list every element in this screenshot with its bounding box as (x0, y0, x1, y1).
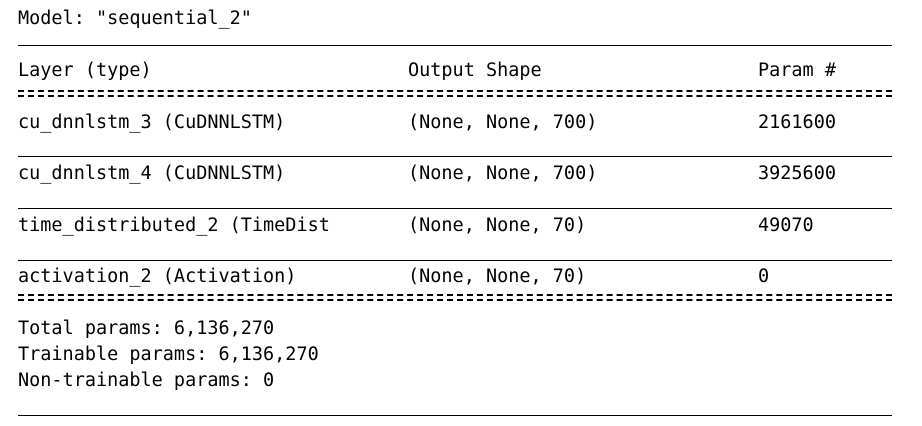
total-params: Total params: 6,136,270 (18, 318, 275, 339)
trainable-params: Trainable params: 6,136,270 (18, 344, 319, 365)
row-layer-name: cu_dnnlstm_4 (CuDNNLSTM) (18, 163, 286, 184)
non-trainable-params: Non-trainable params: 0 (18, 370, 275, 391)
row-divider (18, 208, 892, 209)
row-divider (18, 260, 892, 261)
row-param-count: 0 (758, 266, 770, 287)
row-layer-name: activation_2 (Activation) (18, 266, 297, 287)
row-output-shape: (None, None, 70) (408, 215, 587, 236)
header-output-shape: Output Shape (408, 60, 542, 81)
row-output-shape: (None, None, 700) (408, 112, 598, 133)
row-layer-name: time_distributed_2 (TimeDist (18, 215, 330, 236)
row-output-shape: (None, None, 70) (408, 266, 587, 287)
row-divider (18, 156, 892, 157)
model-title: Model: "sequential_2" (18, 8, 252, 29)
bottom-rule (18, 415, 892, 416)
row-output-shape: (None, None, 700) (408, 163, 598, 184)
row-param-count: 2161600 (758, 112, 836, 133)
header-layer-type: Layer (type) (18, 60, 152, 81)
header-param-count: Param # (758, 60, 836, 81)
row-layer-name: cu_dnnlstm_3 (CuDNNLSTM) (18, 112, 286, 133)
top-rule (18, 45, 892, 46)
row-param-count: 3925600 (758, 163, 836, 184)
row-param-count: 49070 (758, 215, 814, 236)
